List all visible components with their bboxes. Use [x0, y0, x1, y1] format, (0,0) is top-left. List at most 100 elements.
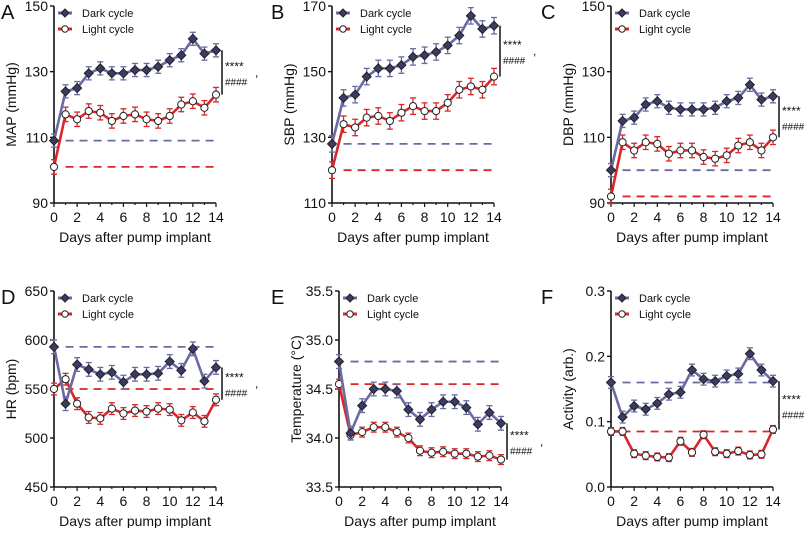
x-tick-label: 6 — [120, 209, 128, 225]
legend-dark-marker — [60, 293, 70, 303]
data-point-diamond — [396, 59, 407, 71]
x-tick-label: 6 — [120, 493, 128, 509]
y-tick-label: 110 — [26, 129, 49, 145]
data-point-circle — [177, 416, 186, 425]
legend-light-label: Light cycle — [639, 309, 691, 321]
data-point-circle — [664, 149, 673, 158]
series-light-cycle — [606, 129, 778, 205]
data-point-circle — [618, 138, 627, 147]
x-tick-label: 0 — [50, 493, 58, 509]
data-point-circle — [455, 85, 464, 94]
significance-stars: **** — [503, 38, 522, 52]
y-tick-label: 600 — [25, 332, 49, 348]
legend-light-label: Light cycle — [82, 24, 134, 36]
data-point-circle — [107, 116, 116, 126]
data-point-diamond — [118, 376, 129, 388]
data-point-circle — [711, 447, 720, 456]
significance-hashes: #### — [782, 122, 805, 133]
panel-letter: F — [541, 287, 553, 309]
panel-f: F 0.0 0.1 0.2 0.3 0 2 4 6 8 10 12 14 Days after pump … — [541, 283, 805, 529]
data-point-diamond — [345, 427, 356, 439]
data-point-circle — [165, 111, 174, 121]
significance-hashes: #### — [225, 389, 248, 400]
data-point-diamond — [349, 89, 361, 100]
x-tick-label: 14 — [486, 209, 502, 225]
x-tick-label: 0 — [328, 209, 336, 225]
data-point-diamond — [477, 23, 488, 35]
data-point-diamond — [767, 91, 779, 102]
data-point-diamond — [71, 82, 83, 94]
data-point-circle — [478, 85, 487, 94]
panel-d: D 450 500 550 600 650 0 2 4 6 8 10 12 14 Days after pu… — [1, 283, 258, 529]
data-point-diamond — [628, 400, 640, 412]
x-axis-label: Days after pump implant — [616, 513, 768, 528]
legend-dark-label: Dark cycle — [360, 8, 411, 20]
y-tick-label: 150 — [582, 0, 606, 14]
y-tick-label: 150 — [25, 0, 49, 14]
data-point-circle — [432, 106, 441, 116]
data-point-diamond — [129, 64, 141, 76]
series-dark-cycle — [605, 347, 779, 424]
y-tick-label: 110 — [583, 129, 606, 145]
legend-dark-label: Dark cycle — [82, 293, 133, 305]
significance-hashes: #### — [782, 410, 805, 421]
data-point-circle — [374, 111, 383, 121]
x-tick-label: 2 — [358, 493, 366, 509]
legend-light-label: Light cycle — [82, 309, 134, 321]
legend-dark-marker — [345, 293, 355, 303]
y-tick-label: 130 — [303, 129, 327, 145]
data-point-circle — [73, 399, 82, 408]
data-point-circle — [327, 166, 337, 175]
panel-e: E 33.5 34.0 34.5 35.0 35.5 0 2 4 6 8 10 12 14 Days aft… — [271, 283, 543, 529]
significance-stars: **** — [510, 428, 529, 442]
data-point-diamond — [95, 369, 106, 380]
data-point-diamond — [373, 63, 384, 74]
series-light-cycle — [334, 378, 506, 466]
data-point-circle — [711, 154, 720, 163]
data-point-circle — [768, 133, 778, 142]
data-point-circle — [408, 102, 418, 111]
data-point-diamond — [326, 138, 338, 150]
data-point-circle — [130, 406, 140, 415]
x-tick-label: 14 — [208, 209, 224, 225]
data-point-circle — [676, 146, 685, 155]
data-point-diamond — [199, 375, 210, 387]
y-axis-label: DBP (mmHg) — [560, 63, 576, 146]
data-point-circle — [154, 116, 163, 126]
x-tick-label: 2 — [73, 493, 81, 509]
data-point-circle — [96, 414, 105, 423]
data-point-circle — [211, 90, 221, 99]
legend-dark-marker — [60, 8, 70, 18]
x-tick-label: 8 — [700, 209, 708, 225]
significance-stars: **** — [225, 371, 244, 385]
x-axis-label: Days after pump implant — [344, 513, 496, 528]
legend-light-marker — [618, 310, 626, 318]
data-point-circle — [420, 106, 429, 116]
y-tick-label: 130 — [582, 64, 606, 80]
data-point-diamond — [141, 369, 152, 380]
panel-letter: A — [1, 2, 15, 24]
x-axis-label: Days after pump implant — [616, 229, 768, 245]
data-point-diamond — [640, 99, 651, 110]
data-point-circle — [49, 162, 59, 171]
x-tick-label: 10 — [162, 493, 178, 509]
data-point-circle — [687, 146, 697, 155]
data-point-diamond — [118, 68, 129, 79]
data-point-circle — [165, 405, 174, 414]
x-tick-label: 0 — [607, 209, 615, 225]
x-tick-label: 0 — [335, 493, 343, 509]
data-point-diamond — [176, 365, 187, 376]
data-point-diamond — [187, 343, 199, 355]
x-tick-label: 12 — [463, 209, 479, 225]
panel-b: B 110 130 150 170 0 2 4 6 8 10 12 14 Days after pump … — [271, 0, 536, 245]
x-tick-label: 4 — [96, 209, 104, 225]
data-point-diamond — [141, 64, 152, 76]
y-tick-label: 650 — [25, 283, 49, 299]
data-point-diamond — [733, 368, 744, 380]
significance-stars: **** — [782, 392, 801, 406]
data-point-diamond — [187, 33, 199, 45]
legend-light-label: Light cycle — [639, 24, 691, 36]
legend: Dark cycle Light cycle — [58, 8, 134, 36]
data-point-circle — [351, 123, 360, 132]
x-tick-label: 10 — [162, 209, 178, 225]
